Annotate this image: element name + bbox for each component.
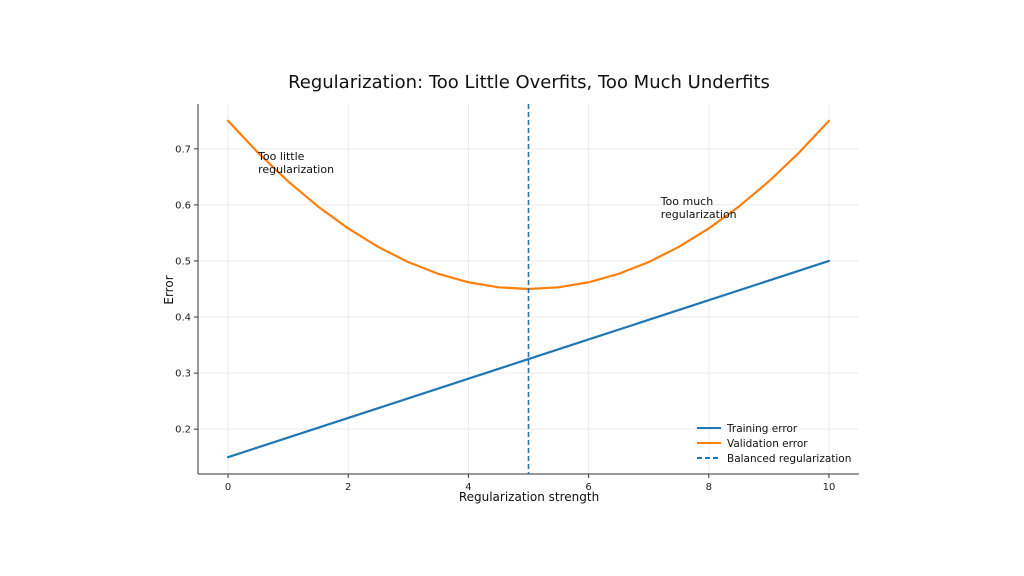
x-tick-label: 0 bbox=[225, 482, 231, 493]
chart-title: Regularization: Too Little Overfits, Too… bbox=[288, 72, 770, 93]
series-layer bbox=[226, 104, 831, 474]
y-tick-label: 0.6 bbox=[175, 200, 191, 211]
legend-label: Validation error bbox=[727, 438, 808, 450]
series-line-training-error bbox=[226, 259, 831, 459]
x-tick-label: 6 bbox=[585, 482, 591, 493]
legend-label: Balanced regularization bbox=[727, 453, 851, 465]
y-tick-label: 0.2 bbox=[175, 425, 191, 436]
grid bbox=[198, 104, 859, 474]
y-axis-label: Error bbox=[162, 275, 176, 304]
x-tick-label: 2 bbox=[345, 482, 351, 493]
annotation-text: Too much regularization bbox=[660, 195, 737, 221]
y-tick-label: 0.4 bbox=[175, 313, 191, 324]
annotation-text: Too little regularization bbox=[257, 150, 334, 176]
legend-label: Training error bbox=[726, 423, 798, 435]
x-tick-label: 10 bbox=[823, 482, 836, 493]
annotation-line: Too much bbox=[660, 195, 714, 208]
x-axis-label: Regularization strength bbox=[459, 490, 599, 504]
annotation-line: regularization bbox=[661, 208, 737, 221]
x-tick-label: 8 bbox=[706, 482, 712, 493]
y-tick-label: 0.3 bbox=[175, 369, 191, 380]
y-tick-label: 0.5 bbox=[175, 256, 191, 267]
legend: Training error Validation error Balanced r… bbox=[697, 423, 851, 465]
x-tick-label: 4 bbox=[465, 482, 471, 493]
annotation-line: regularization bbox=[258, 163, 334, 176]
y-tick-label: 0.7 bbox=[175, 144, 191, 155]
annotation-line: Too little bbox=[257, 150, 305, 163]
